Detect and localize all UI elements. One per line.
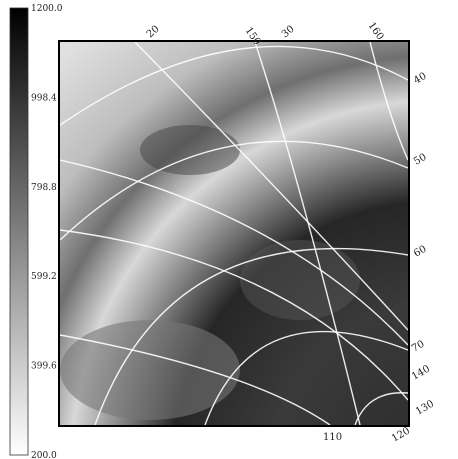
field-patch [60,320,240,420]
lat-line [60,45,408,126]
colorbar-ramp [9,7,29,456]
graticule [60,42,408,425]
colorbar-label: 1200.0 [31,4,63,14]
lon-line [134,42,408,331]
lat-line [60,140,408,241]
field-patch [240,240,360,320]
colorbar-label: 599.2 [31,272,57,282]
colorbar-label: 399.6 [31,362,57,372]
lon-line [254,42,361,425]
map-field [60,42,408,425]
colorbar-label: 998.4 [31,93,57,103]
colorbar-label: 200.0 [31,451,57,459]
colorbar-label: 798.8 [31,183,57,193]
lat-line [204,330,408,425]
lat-line [354,392,408,425]
field-patch [140,125,240,175]
lon-line [60,159,408,346]
grid-label: 110 [323,432,342,443]
lat-line [94,247,408,425]
lon-line [60,334,331,425]
colorbar: 1200.0 998.4 798.8 599.2 399.6 200.0 [9,4,63,459]
lon-line [369,42,408,161]
lon-line [60,229,408,401]
